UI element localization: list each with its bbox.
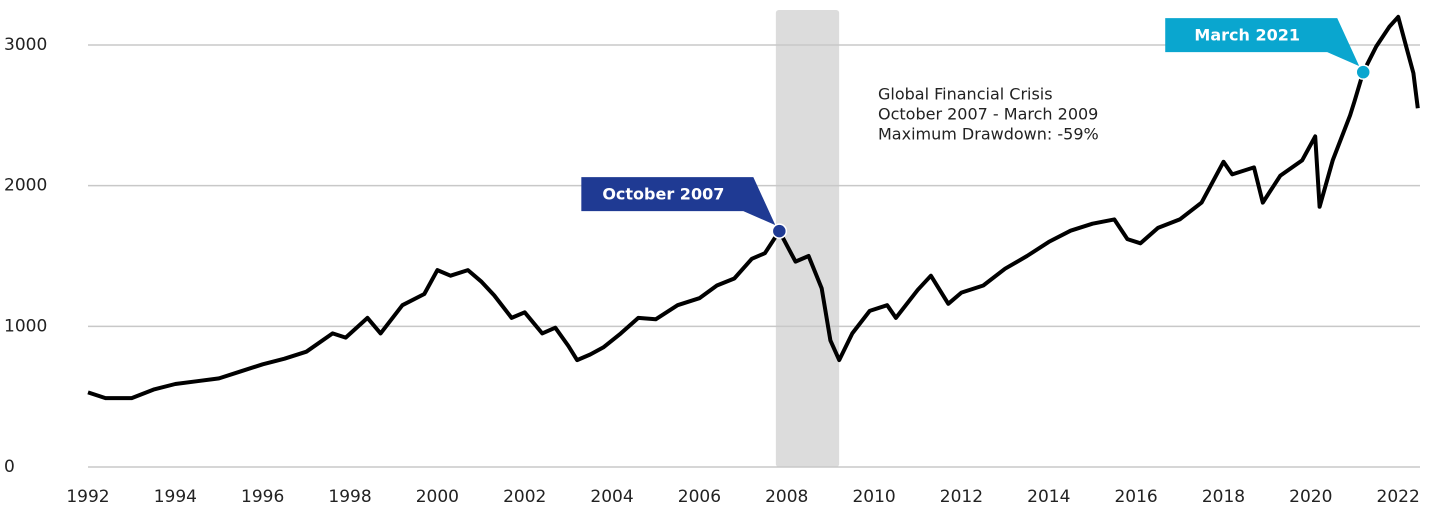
y-tick-label: 2000: [4, 176, 47, 196]
note-text: Global Financial Crisis: [878, 85, 1053, 104]
x-tick-label: 2006: [678, 487, 721, 507]
annotation-point: [771, 223, 788, 239]
x-tick-label: 1996: [241, 487, 284, 507]
y-tick-label: 0: [4, 457, 15, 477]
x-tick-label: 2018: [1202, 487, 1245, 507]
annotation-box: [1165, 18, 1360, 67]
annotation-point: [1355, 64, 1371, 80]
annotation-label: October 2007: [602, 185, 724, 204]
line: [87, 14, 1420, 401]
x-tick-label: 2020: [1289, 487, 1332, 507]
x-tick-label: 2022: [1377, 487, 1420, 507]
note-text: Maximum Drawdown: -59%: [878, 125, 1099, 144]
annotation-label: March 2021: [1194, 26, 1300, 45]
x-tick-label: 1994: [154, 487, 197, 507]
x-tick-label: 1998: [328, 487, 371, 507]
x-tick-label: 2010: [852, 487, 895, 507]
x-tick-label: 2004: [590, 487, 633, 507]
note-text: October 2007 - March 2009: [878, 105, 1098, 124]
x-tick-label: 2002: [503, 487, 546, 507]
x-tick-label: 2008: [765, 487, 808, 507]
annotation-box: [581, 177, 776, 226]
x-tick-label: 1992: [66, 487, 109, 507]
y-tick-label: 3000: [4, 35, 47, 55]
x-tick-label: 2012: [940, 487, 983, 507]
x-tick-label: 2016: [1114, 487, 1157, 507]
x-tick-label: 2014: [1027, 487, 1070, 507]
y-tick-label: 1000: [4, 316, 47, 336]
x-tick-label: 2000: [416, 487, 459, 507]
crisis-shade: [775, 10, 840, 467]
